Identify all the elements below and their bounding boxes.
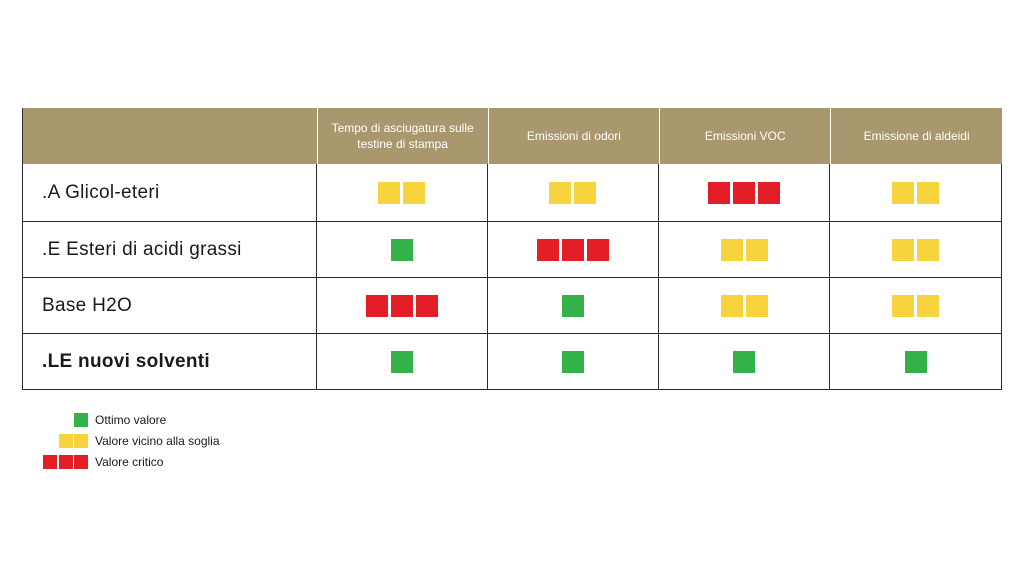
- rating-cell: [488, 222, 660, 277]
- row-label: .E Esteri di acidi grassi: [23, 222, 317, 277]
- table-row: .LE nuovi solventi: [23, 333, 1003, 389]
- table-row: Base H2O: [23, 277, 1003, 333]
- legend: Ottimo valore Valore vicino alla soglia Va…: [40, 409, 220, 472]
- table-header-row: Tempo di asciugatura sulle testine di st…: [23, 108, 1002, 164]
- row-label: .LE nuovi solventi: [23, 334, 317, 389]
- green-rating-square: [561, 350, 584, 373]
- yellow-rating-square: [745, 294, 768, 317]
- legend-swatch: [40, 433, 88, 448]
- yellow-rating-square: [58, 433, 73, 448]
- red-rating-square: [708, 181, 731, 204]
- rating-cell: [830, 222, 1003, 277]
- legend-swatch: [40, 454, 88, 469]
- rating-cell: [659, 334, 831, 389]
- rating-cell: [830, 164, 1003, 221]
- red-rating-square: [758, 181, 781, 204]
- yellow-rating-square: [745, 238, 768, 261]
- red-rating-square: [733, 181, 756, 204]
- row-label: Base H2O: [23, 278, 317, 333]
- red-rating-square: [415, 294, 438, 317]
- rating-cell: [830, 334, 1003, 389]
- yellow-rating-square: [574, 181, 597, 204]
- legend-label: Ottimo valore: [95, 412, 167, 427]
- row-label: .A Glicol-eteri: [23, 164, 317, 221]
- rating-cell: [317, 278, 488, 333]
- header-voc-emissions: Emissioni VOC: [659, 108, 830, 164]
- legend-item: Ottimo valore: [40, 409, 220, 430]
- legend-item: Valore critico: [40, 451, 220, 472]
- red-rating-square: [43, 454, 57, 469]
- green-rating-square: [74, 412, 88, 427]
- header-odor-emissions: Emissioni di odori: [487, 108, 660, 164]
- yellow-rating-square: [403, 181, 426, 204]
- header-aldehyde-emissions: Emissione di aldeidi: [830, 108, 1002, 164]
- yellow-rating-square: [917, 181, 940, 204]
- rating-cell: [488, 334, 660, 389]
- red-rating-square: [561, 238, 584, 261]
- red-rating-square: [365, 294, 388, 317]
- yellow-rating-square: [892, 238, 915, 261]
- red-rating-square: [74, 454, 88, 469]
- table-body: .A Glicol-eteri .E Esteri di acidi grassi…: [23, 164, 1003, 389]
- header-cell-empty: [23, 108, 317, 164]
- rating-cell: [488, 278, 660, 333]
- table-row: .A Glicol-eteri: [23, 164, 1003, 221]
- yellow-rating-square: [720, 294, 743, 317]
- table-row: .E Esteri di acidi grassi: [23, 221, 1003, 277]
- rating-cell: [317, 222, 488, 277]
- red-rating-square: [58, 454, 73, 469]
- red-rating-square: [536, 238, 559, 261]
- yellow-rating-square: [892, 181, 915, 204]
- yellow-rating-square: [892, 294, 915, 317]
- green-rating-square: [390, 238, 413, 261]
- yellow-rating-square: [917, 294, 940, 317]
- rating-cell: [317, 334, 488, 389]
- legend-swatch: [40, 412, 88, 427]
- rating-cell: [830, 278, 1003, 333]
- rating-cell: [317, 164, 488, 221]
- red-rating-square: [586, 238, 609, 261]
- legend-item: Valore vicino alla soglia: [40, 430, 220, 451]
- rating-cell: [659, 222, 831, 277]
- legend-label: Valore vicino alla soglia: [95, 433, 220, 448]
- legend-label: Valore critico: [95, 454, 164, 469]
- yellow-rating-square: [74, 433, 88, 448]
- yellow-rating-square: [378, 181, 401, 204]
- comparison-table: Tempo di asciugatura sulle testine di st…: [22, 108, 1003, 390]
- yellow-rating-square: [549, 181, 572, 204]
- green-rating-square: [904, 350, 927, 373]
- rating-cell: [488, 164, 660, 221]
- rating-cell: [659, 278, 831, 333]
- red-rating-square: [390, 294, 413, 317]
- green-rating-square: [390, 350, 413, 373]
- rating-cell: [659, 164, 831, 221]
- yellow-rating-square: [917, 238, 940, 261]
- green-rating-square: [561, 294, 584, 317]
- green-rating-square: [733, 350, 756, 373]
- header-drying-time: Tempo di asciugatura sulle testine di st…: [316, 108, 488, 164]
- yellow-rating-square: [720, 238, 743, 261]
